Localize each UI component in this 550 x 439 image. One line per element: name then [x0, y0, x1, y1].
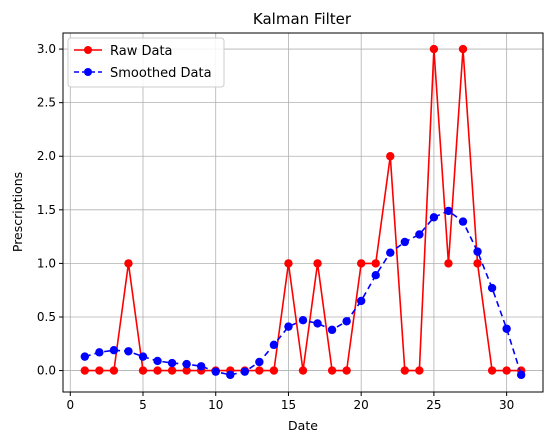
data-point-smoothed-data	[167, 358, 177, 368]
data-point-smoothed-data	[458, 217, 468, 226]
data-point-smoothed-data	[124, 347, 133, 356]
data-point-raw-data	[284, 259, 293, 268]
x-tick-label: 15	[281, 398, 296, 412]
x-axis-label: Date	[288, 418, 318, 433]
data-point-raw-data	[138, 366, 148, 375]
data-point-smoothed-data	[298, 316, 308, 325]
legend-label-raw-data: Raw Data	[110, 44, 173, 59]
y-tick-label: 1.0	[37, 256, 56, 270]
data-point-smoothed-data	[109, 346, 119, 355]
data-point-smoothed-data	[226, 370, 235, 380]
data-point-raw-data	[124, 259, 133, 268]
data-point-smoothed-data	[240, 367, 250, 376]
data-point-smoothed-data	[182, 359, 191, 369]
data-point-raw-data	[444, 259, 453, 268]
data-point-raw-data	[429, 44, 439, 54]
plot-area-frame	[62, 32, 544, 393]
x-tick-label: 10	[208, 398, 223, 412]
data-point-raw-data	[153, 366, 162, 375]
data-point-raw-data	[400, 366, 410, 375]
y-axis-label: Prescriptions	[10, 172, 25, 252]
data-point-smoothed-data	[429, 213, 439, 222]
data-point-raw-data	[298, 366, 308, 375]
data-point-raw-data	[255, 366, 264, 375]
data-point-raw-data	[473, 259, 482, 268]
data-point-raw-data	[167, 366, 177, 375]
data-point-raw-data	[313, 259, 322, 268]
data-point-smoothed-data	[80, 352, 90, 361]
data-point-smoothed-data	[516, 370, 526, 380]
legend-entry-raw-data: Raw Data	[74, 44, 173, 59]
data-point-raw-data	[95, 366, 104, 375]
series-line-smoothed-data	[84, 209, 522, 376]
y-axis-ticks: 0.0 0.5 1.0 1.5 2.0 2.5 3.0	[37, 42, 63, 378]
data-point-raw-data	[80, 366, 90, 375]
legend-box	[67, 37, 225, 88]
data-point-smoothed-data	[473, 247, 482, 256]
data-point-smoothed-data	[255, 357, 264, 367]
data-point-smoothed-data	[342, 317, 351, 326]
legend-marker-raw-data	[84, 46, 92, 54]
data-point-raw-data	[502, 366, 511, 375]
data-point-raw-data	[109, 366, 119, 375]
data-point-smoothed-data	[444, 206, 453, 216]
data-point-raw-data	[487, 366, 497, 375]
y-tick-label: 1.5	[37, 203, 56, 217]
series-raw-data	[80, 44, 526, 375]
x-tick-label: 30	[499, 398, 514, 412]
x-tick-label: 5	[139, 398, 147, 412]
data-point-smoothed-data	[371, 270, 380, 280]
chart-title: Kalman Filter	[253, 10, 352, 28]
x-axis-ticks: 0 5 10 15 20 25 30	[66, 392, 514, 412]
data-point-smoothed-data	[211, 367, 220, 376]
data-point-raw-data	[371, 259, 380, 268]
data-point-raw-data	[415, 366, 424, 375]
data-point-raw-data	[269, 366, 279, 375]
y-tick-label: 3.0	[37, 42, 56, 56]
data-point-smoothed-data	[415, 230, 424, 239]
data-point-smoothed-data	[313, 319, 322, 328]
data-point-smoothed-data	[327, 325, 337, 335]
data-point-smoothed-data	[356, 296, 366, 306]
data-point-smoothed-data	[269, 340, 279, 350]
data-point-raw-data	[386, 152, 395, 161]
y-tick-label: 2.0	[37, 149, 56, 163]
legend-entry-smoothed-data: Smoothed Data	[74, 66, 212, 81]
data-point-raw-data	[327, 366, 337, 375]
data-point-smoothed-data	[284, 322, 293, 331]
data-point-raw-data	[458, 44, 468, 54]
data-point-smoothed-data	[502, 324, 511, 333]
data-point-raw-data	[182, 366, 191, 375]
legend: Raw Data Smoothed Data	[67, 37, 225, 88]
data-point-smoothed-data	[196, 362, 206, 371]
x-tick-label: 0	[66, 398, 74, 412]
data-point-smoothed-data	[138, 352, 148, 361]
series-layer	[80, 44, 526, 380]
data-point-smoothed-data	[95, 348, 104, 357]
legend-label-smoothed-data: Smoothed Data	[110, 66, 212, 81]
y-tick-label: 0.5	[37, 310, 56, 324]
data-point-smoothed-data	[487, 283, 497, 293]
y-tick-label: 2.5	[37, 96, 56, 110]
legend-marker-smoothed-data	[84, 68, 92, 76]
data-point-raw-data	[342, 366, 351, 375]
x-tick-label: 20	[354, 398, 369, 412]
data-point-raw-data	[356, 259, 366, 268]
data-point-smoothed-data	[386, 248, 395, 257]
data-point-smoothed-data	[400, 237, 410, 247]
series-smoothed-data	[80, 206, 526, 380]
y-tick-label: 0.0	[37, 364, 56, 378]
x-tick-label: 25	[426, 398, 441, 412]
data-point-smoothed-data	[153, 356, 162, 366]
